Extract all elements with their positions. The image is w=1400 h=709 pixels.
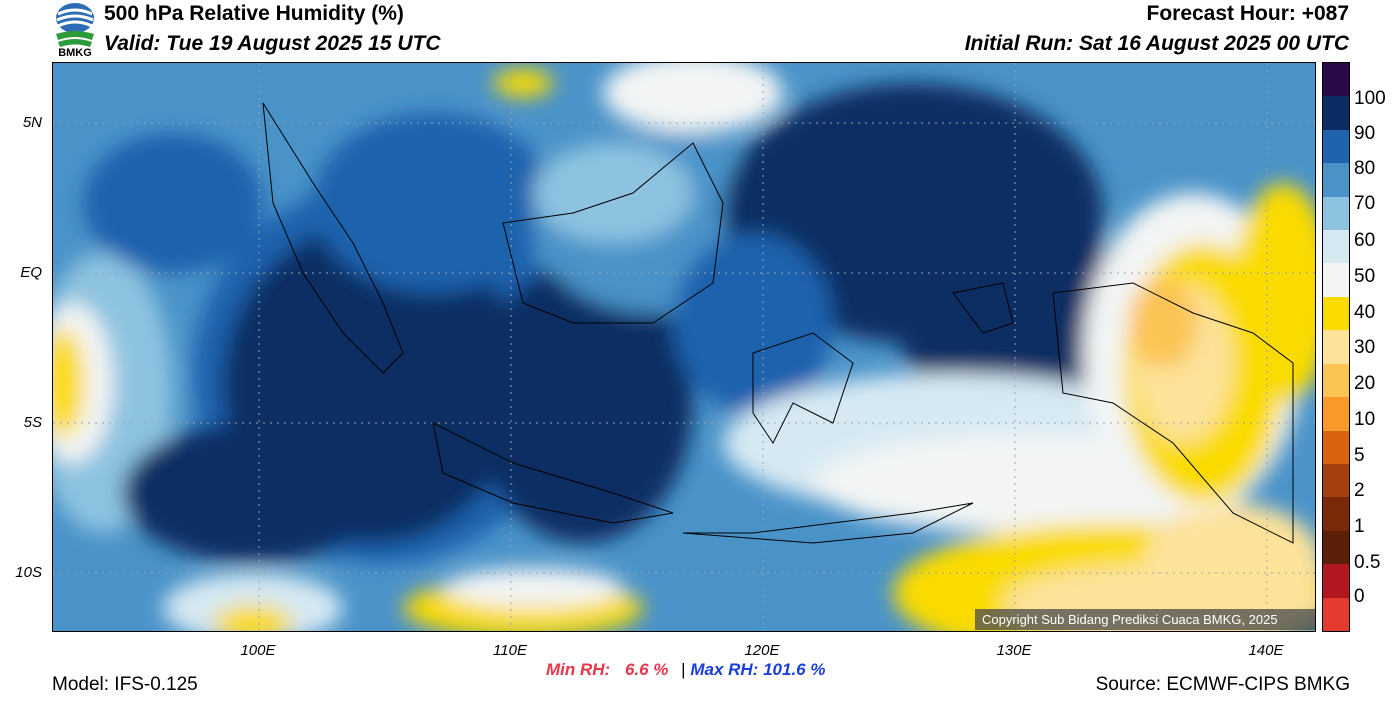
colorbar-label: 90 (1354, 123, 1376, 144)
colorbar-segment (1323, 230, 1349, 264)
colorbar-segment (1323, 397, 1349, 432)
colorbar-segment (1323, 96, 1349, 131)
logo-text: BMKG (58, 47, 92, 59)
graticule (53, 63, 1315, 631)
lat-label-eq: EQ (20, 264, 42, 281)
colorbar-label: 100 (1354, 88, 1386, 109)
colorbar-label: 10 (1354, 409, 1376, 430)
stats-separator: | (681, 660, 686, 679)
initial-run: Initial Run: Sat 16 August 2025 00 UTC (964, 32, 1349, 55)
colorbar-label: 60 (1354, 230, 1376, 251)
lon-label-110e: 110E (493, 642, 527, 659)
min-rh-label: Min RH: (546, 660, 611, 679)
chart-title: 500 hPa Relative Humidity (%) (104, 2, 404, 25)
colorbar-label: 2 (1354, 480, 1365, 501)
bmkg-logo: BMKG (52, 2, 98, 60)
valid-time: Valid: Tue 19 August 2025 15 UTC (104, 32, 441, 55)
colorbar-label: 30 (1354, 337, 1376, 358)
colorbar-segment (1323, 196, 1349, 231)
copyright-notice: Copyright Sub Bidang Prediksi Cuaca BMKG… (975, 609, 1315, 630)
min-rh-value: 6.6 % (624, 660, 669, 679)
colorbar-segment (1323, 597, 1349, 632)
colorbar-label: 70 (1354, 193, 1376, 214)
lon-label-100e: 100E (240, 642, 276, 659)
colorbar (1322, 62, 1350, 632)
colorbar-label: 50 (1354, 266, 1376, 287)
forecast-hour: Forecast Hour: +087 (1146, 2, 1350, 25)
colorbar-label: 5 (1354, 445, 1365, 466)
lat-label-5s: 5S (23, 414, 42, 431)
colorbar-label: 0.5 (1354, 552, 1381, 573)
colorbar-segment (1323, 497, 1349, 532)
colorbar-segment (1323, 564, 1349, 599)
rh-stats: Min RH: 6.6 % | Max RH: 101.6 % (546, 660, 825, 680)
max-rh-value: 101.6 % (763, 660, 826, 679)
model-name: Model: IFS-0.125 (52, 674, 198, 695)
colorbar-segment (1323, 63, 1349, 97)
colorbar-segment (1323, 129, 1349, 164)
colorbar-segment (1323, 296, 1349, 331)
lat-label-10s: 10S (15, 564, 42, 581)
colorbar-label: 80 (1354, 158, 1376, 179)
lon-label-140e: 140E (1248, 642, 1284, 659)
lon-label-120e: 120E (744, 642, 780, 659)
colorbar-segment (1323, 263, 1349, 298)
colorbar-label: 1 (1354, 516, 1365, 537)
coastlines (262, 102, 1294, 544)
max-rh-label: Max RH: (690, 660, 759, 679)
data-source: Source: ECMWF-CIPS BMKG (1095, 674, 1350, 695)
colorbar-segment (1323, 330, 1349, 365)
lat-label-5n: 5N (22, 114, 42, 131)
lon-label-130e: 130E (996, 642, 1032, 659)
humidity-map: Copyright Sub Bidang Prediksi Cuaca BMKG… (52, 62, 1316, 632)
colorbar-label: 20 (1354, 373, 1376, 394)
colorbar-segment (1323, 463, 1349, 498)
colorbar-segment (1323, 363, 1349, 398)
colorbar-label: 40 (1354, 302, 1376, 323)
colorbar-label: 0 (1354, 586, 1365, 607)
humidity-field (53, 63, 1315, 631)
colorbar-segment (1323, 530, 1349, 565)
colorbar-segment (1323, 163, 1349, 198)
colorbar-segment (1323, 430, 1349, 465)
